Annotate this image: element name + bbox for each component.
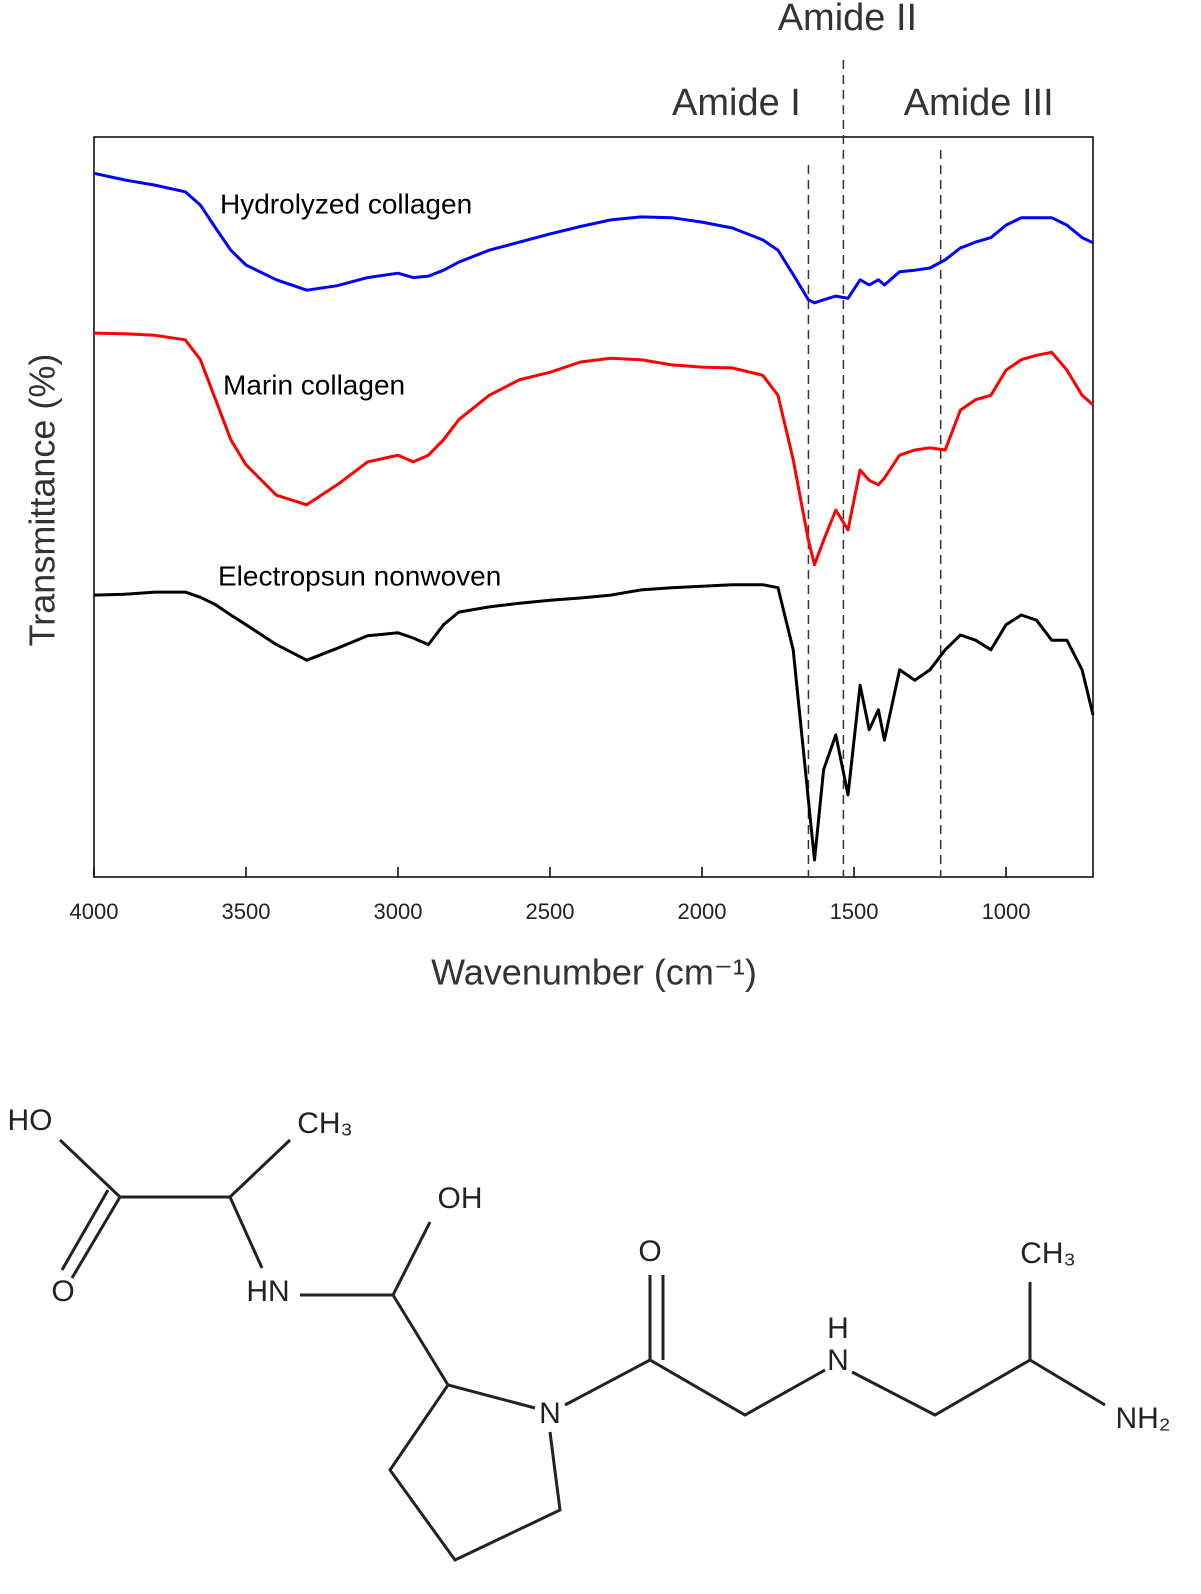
double-bond xyxy=(60,1189,665,1360)
series-line xyxy=(93,331,1094,567)
atom-label: HO xyxy=(8,1104,53,1137)
atom-label: O xyxy=(51,1275,74,1308)
atom-label: CH₃ xyxy=(297,1107,353,1140)
plot-frame xyxy=(93,136,1094,878)
series-line xyxy=(93,171,1094,305)
annotation-label: Amide III xyxy=(904,82,1054,124)
x-tick-label: 4000 xyxy=(70,899,119,924)
bond xyxy=(58,1138,1106,1562)
chemical-structure: HO CH₃ O HN OH N O H N CH₃ NH₂ xyxy=(8,1104,1171,1562)
x-tick-label: 1000 xyxy=(982,899,1031,924)
series-label: Hydrolyzed collagen xyxy=(220,188,472,219)
y-axis-label: Transmittance (%) xyxy=(22,354,63,647)
series-line xyxy=(93,583,1095,862)
series-label: Marin collagen xyxy=(223,369,405,400)
atom-label: NH₂ xyxy=(1116,1402,1171,1435)
x-tick-label: 2000 xyxy=(678,899,727,924)
atom-label: CH₃ xyxy=(1020,1237,1076,1270)
atom-label: N xyxy=(539,1397,561,1430)
x-tick-label: 3000 xyxy=(374,899,423,924)
x-tick-label: 3500 xyxy=(222,899,271,924)
atom-label: N xyxy=(827,1344,849,1377)
series-label: Electropsun nonwoven xyxy=(218,560,501,591)
x-tick-label: 2500 xyxy=(526,899,575,924)
x-tick-label: 1500 xyxy=(830,899,879,924)
atom-label: O xyxy=(638,1235,661,1268)
atom-label: OH xyxy=(438,1182,483,1215)
annotation-label: Amide I xyxy=(672,82,801,124)
annotation-label: Amide II xyxy=(778,0,917,39)
x-axis-label: Wavenumber (cm⁻¹) xyxy=(431,952,757,993)
atom-label: H xyxy=(827,1312,849,1345)
atom-label: HN xyxy=(246,1275,289,1308)
